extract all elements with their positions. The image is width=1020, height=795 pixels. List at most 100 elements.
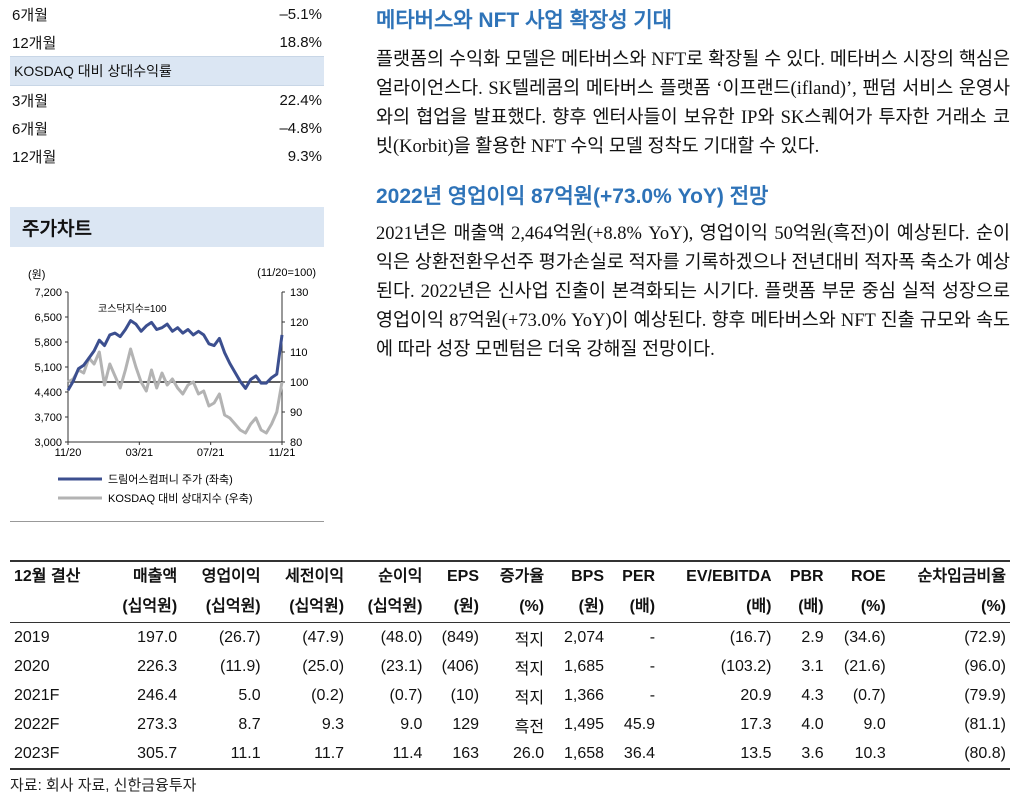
perf-value: –4.8% [279, 119, 322, 137]
table-cell: 2,074 [563, 628, 605, 646]
table-cell: 26.0 [483, 739, 549, 770]
table-unit-cell [10, 592, 103, 623]
table-cell: 129 [452, 715, 480, 733]
table-cell: 17.3 [740, 715, 772, 733]
table-header-cell: EV/EBITDA [659, 560, 776, 592]
table-cell: 2.9 [801, 628, 824, 646]
table-cell: 9.3 [321, 715, 345, 733]
rel-row-3m: 3개월 22.4% [10, 86, 324, 114]
table-cell: (96.0) [964, 657, 1006, 675]
table-cell: (79.9) [964, 686, 1006, 704]
table-unit-cell: (배) [659, 592, 776, 623]
table-row: 2023F 305.7 11.1 11.7 11.4 163 26.0 1,658 36.4 13… [10, 739, 1010, 770]
table-header-cell: 세전이익 [264, 560, 349, 592]
table-cell: (103.2) [720, 657, 772, 675]
table-cell: 1,366 [563, 686, 605, 704]
table-cell: 163 [426, 739, 484, 770]
y-right-tick-label: 130 [290, 287, 308, 299]
x-tick-label: 11/21 [269, 447, 296, 459]
stock-chart-svg: (원) (11/20=100) 코스닥지수=100 7,200 6,500 5,80… [28, 267, 316, 505]
table-cell: (21.6) [843, 657, 886, 675]
table-unit-cell: (배) [775, 592, 828, 623]
perf-label: 6개월 [12, 120, 48, 138]
table-row: 2022F 273.3 8.7 9.3 9.0 129 흑전 1,495 45.9 17.3 4.0… [10, 710, 1010, 739]
table-unit-cell: (원) [426, 592, 484, 623]
x-tick-label: 03/21 [126, 447, 154, 459]
table-row: 2019 197.0 (26.7) (47.9) (48.0) (849) 적지 2,074 -… [10, 623, 1010, 653]
table-header-cell: 영업이익 [181, 560, 265, 592]
perf-row-6m: 6개월 –5.1% [10, 0, 324, 28]
y-right-tick-label: 110 [290, 347, 308, 359]
table-row: 2021F 246.4 5.0 (0.2) (0.7) (10) 적지 1,366 - 20.9 4… [10, 681, 1010, 710]
financial-table: 12월 결산 매출액 영업이익 세전이익 순이익 EPS 증가율 BPS PER EV/EBITD… [10, 560, 1010, 770]
perf-row-12m: 12개월 18.8% [10, 28, 324, 57]
right-unit-label: (11/20=100) [257, 267, 316, 279]
table-cell: 3.6 [775, 739, 828, 770]
article: 메타버스와 NFT 사업 확장성 기대 플랫폼의 수익화 모델은 메타버스와 N… [376, 0, 1010, 365]
y-left-tick-label: 7,200 [34, 287, 62, 299]
table-cell: (406) [441, 657, 480, 675]
table-cell: (23.1) [380, 657, 423, 675]
table-cell: (80.8) [889, 739, 1010, 770]
article-heading-1: 메타버스와 NFT 사업 확장성 기대 [376, 9, 672, 32]
y-left-tick-label: 6,500 [34, 312, 62, 324]
table-cell: (81.1) [964, 715, 1006, 733]
chart-divider [10, 521, 324, 522]
table-unit-cell: (십억원) [264, 592, 349, 623]
table-cell: 2020 [14, 657, 50, 675]
table-header-cell: PER [608, 560, 660, 592]
table-unit-cell: (%) [483, 592, 549, 623]
y-right-tick-label: 90 [290, 407, 302, 419]
table-header-cell: PBR [775, 560, 828, 592]
legend-label-stock: 드림어스컴퍼니 주가 (좌축) [108, 473, 233, 486]
table-header-cell: 증가율 [483, 560, 549, 592]
perf-label: 12개월 [12, 148, 57, 166]
chart-annotation: 코스닥지수=100 [98, 303, 167, 315]
perf-value: 9.3% [287, 147, 322, 165]
table-cell: (48.0) [380, 628, 423, 646]
table-cell: 적지 [514, 689, 545, 707]
y-left-tick-label: 5,800 [34, 337, 62, 349]
table-header-cell: ROE [827, 560, 890, 592]
perf-value: 18.8% [279, 33, 322, 51]
table-cell: - [649, 628, 656, 646]
table-cell: (47.9) [302, 628, 345, 646]
table-cell: 197.0 [137, 628, 178, 646]
table-cell: 11.7 [264, 739, 349, 770]
table-unit-cell: (%) [889, 592, 1010, 623]
table-unit-cell: (%) [827, 592, 890, 623]
perf-label: 12개월 [12, 34, 57, 52]
table-header-cell: BPS [548, 560, 609, 592]
table-cell: 9.0 [400, 715, 423, 733]
table-cell: 4.0 [801, 715, 824, 733]
y-right-tick-label: 120 [290, 317, 308, 329]
perf-value: –5.1% [279, 5, 322, 23]
table-cell: 305.7 [102, 739, 182, 770]
table-cell: 2021F [14, 686, 60, 704]
table-header-row: 12월 결산 매출액 영업이익 세전이익 순이익 EPS 증가율 BPS PER EV/EBITD… [10, 560, 1010, 592]
table-cell: 적지 [514, 660, 545, 678]
table-cell: (0.7) [852, 686, 886, 704]
y-left-tick-label: 3,000 [34, 437, 62, 449]
table-header-cell: 매출액 [102, 560, 182, 592]
table-cell: 4.3 [801, 686, 824, 704]
article-paragraph-1: 플랫폼의 수익화 모델은 메타버스와 NFT로 확장될 수 있다. 메타버스 시… [376, 50, 1010, 157]
table-cell: (72.9) [964, 628, 1006, 646]
table-cell: (10) [450, 686, 480, 704]
left-unit-label: (원) [28, 268, 45, 281]
table-cell: (26.7) [218, 628, 261, 646]
rel-row-12m: 12개월 9.3% [10, 142, 324, 170]
table-unit-row: (십억원) (십억원) (십억원) (십억원) (원) (%) (원) (배) (배) (배) (%… [10, 592, 1010, 623]
table-cell: - [649, 686, 656, 704]
table-cell: (16.7) [729, 628, 772, 646]
y-left-tick-label: 5,100 [34, 362, 62, 374]
article-paragraph-2: 2021년은 매출액 2,464억원(+8.8% YoY), 영업이익 50억원… [376, 224, 1010, 360]
table-cell: (34.6) [843, 628, 886, 646]
table-cell: 1,495 [563, 715, 605, 733]
table-cell: 45.9 [623, 715, 656, 733]
table-cell: (25.0) [302, 657, 345, 675]
legend-label-kosdaq: KOSDAQ 대비 상대지수 (우축) [108, 492, 253, 505]
rel-row-6m: 6개월 –4.8% [10, 114, 324, 142]
y-left-tick-label: 4,400 [34, 387, 62, 399]
perf-value: 22.4% [279, 91, 322, 109]
